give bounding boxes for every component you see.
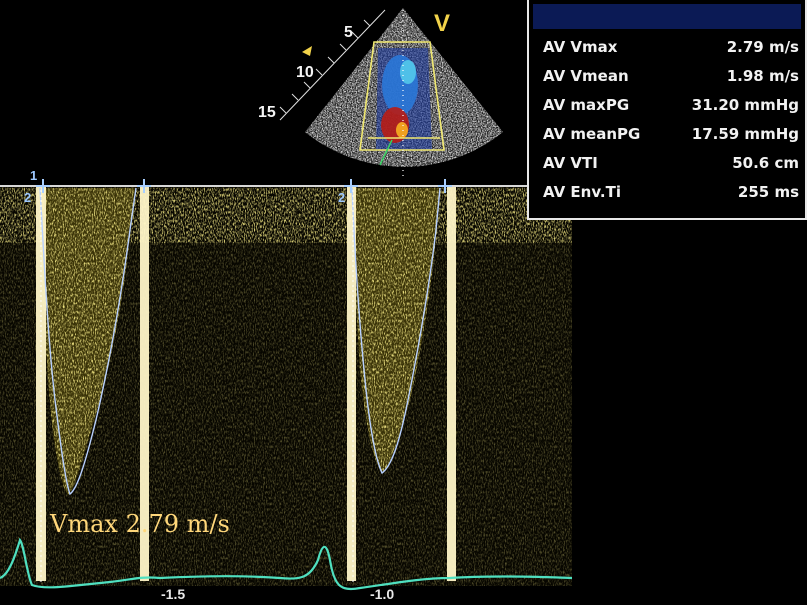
orientation-marker-icon <box>302 46 312 56</box>
doppler-spectrum <box>0 179 807 586</box>
measurement-row: AV Vmax 2.79 m/s <box>543 34 799 60</box>
depth-label: 10 <box>296 64 314 81</box>
time-axis-tick: -1.0 <box>370 586 395 602</box>
cursor-marker: 2 <box>24 190 32 205</box>
depth-label: 15 <box>258 104 276 121</box>
measurement-value: 50.6 cm <box>732 154 799 172</box>
depth-label: 5 <box>344 24 353 41</box>
measurement-panel-header <box>533 4 801 29</box>
measurement-value: 17.59 mmHg <box>691 125 799 143</box>
measurement-row: AV meanPG 17.59 mmHg <box>543 121 799 147</box>
measurement-value: 255 ms <box>737 183 799 201</box>
ultrasound-sector <box>279 8 503 180</box>
cursor-marker: 2 <box>338 190 346 205</box>
measurement-value: 31.20 mmHg <box>691 96 799 114</box>
measurement-row: AV Vmean 1.98 m/s <box>543 63 799 89</box>
valve-click-line <box>36 186 46 581</box>
measurement-row: AV maxPG 31.20 mmHg <box>543 92 799 118</box>
color-doppler-box <box>359 41 445 151</box>
measurement-label: AV meanPG <box>543 125 641 143</box>
angle-correction-line <box>379 139 393 166</box>
velocity-envelope <box>351 187 441 475</box>
valve-click-line <box>140 186 149 581</box>
measurement-value: 2.79 m/s <box>726 38 799 56</box>
measurement-label: AV maxPG <box>543 96 630 114</box>
measurement-label: AV Env.Ti <box>543 183 621 201</box>
measurement-label: AV Vmax <box>543 38 618 56</box>
depth-scale <box>279 9 386 121</box>
measurement-row: AV Env.Ti 255 ms <box>543 179 799 205</box>
measurement-row: AV VTI 50.6 cm <box>543 150 799 176</box>
measurement-label: AV Vmean <box>543 67 629 85</box>
time-axis-tick: -1.5 <box>161 586 186 602</box>
ecg-trace <box>0 537 573 591</box>
measurement-value: 1.98 m/s <box>726 67 799 85</box>
measurement-panel: AV Vmax 2.79 m/s AV Vmean 1.98 m/s AV ma… <box>527 0 807 220</box>
velocity-envelope <box>39 187 137 496</box>
valve-click-line <box>347 186 356 581</box>
cursor-cross <box>36 179 452 193</box>
cursor-marker: 1 <box>30 168 38 183</box>
measurement-label: AV VTI <box>543 154 598 172</box>
probe-orientation-marker: V <box>434 10 451 37</box>
valve-click-line <box>447 186 456 581</box>
vmax-annotation: Vmax 2.79 m/s <box>50 510 230 538</box>
